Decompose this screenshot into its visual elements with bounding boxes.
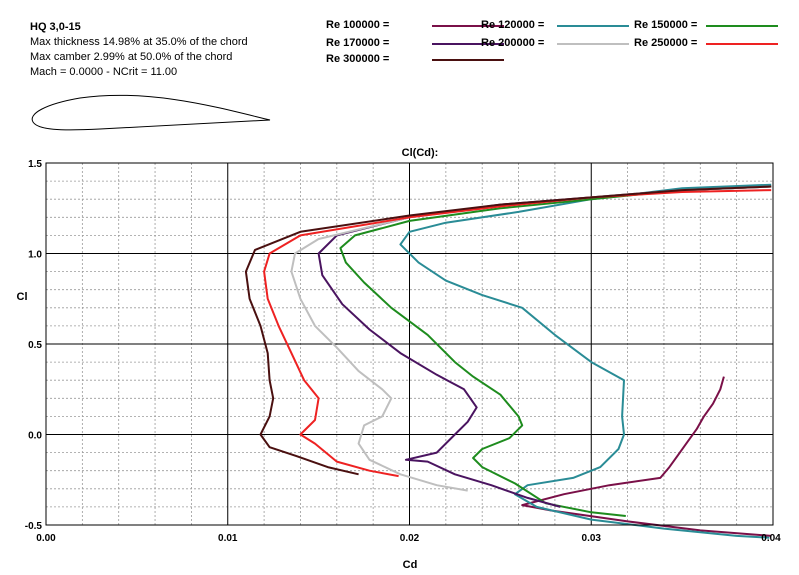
legend-swatch — [706, 43, 778, 45]
airfoil-profile — [31, 94, 271, 131]
thickness-text: Max thickness 14.98% at 35.0% of the cho… — [30, 36, 248, 48]
y-tick-label: -0.5 — [25, 521, 43, 532]
legend-label: Re 300000 = — [326, 53, 390, 65]
series-line-re-200000 — [290, 185, 772, 492]
y-tick-labels: -0.5 0.0 0.5 1.0 1.5 — [25, 159, 43, 532]
legend-swatch — [432, 25, 504, 27]
series-line-re-120000 — [399, 183, 772, 539]
legend-swatch — [432, 43, 504, 45]
legend-label: Re 120000 = — [481, 19, 545, 31]
legend-item-re150000: Re 150000 = — [634, 19, 778, 31]
camber-text: Max camber 2.99% at 50.0% of the chord — [30, 51, 233, 63]
legend-label: Re 200000 = — [481, 37, 545, 49]
legend: Re 100000 = Re 120000 = Re 150000 = Re 1… — [0, 0, 799, 80]
x-tick-label: 0.04 — [761, 533, 781, 544]
plot-frame — [45, 162, 774, 526]
legend-swatch — [557, 43, 629, 45]
legend-item-re100000: Re 100000 = — [326, 19, 504, 31]
legend-item-re300000: Re 300000 = — [326, 53, 504, 65]
y-tick-label: 0.0 — [28, 431, 42, 442]
series-group — [244, 183, 772, 539]
x-tick-labels: 0.00 0.01 0.02 0.03 0.04 — [36, 533, 781, 544]
series-line-re-170000 — [317, 185, 772, 508]
legend-item-re200000: Re 200000 = — [481, 37, 629, 49]
legend-label: Re 250000 = — [634, 37, 698, 49]
major-grid — [46, 163, 773, 525]
series-line-re-100000 — [521, 376, 772, 537]
y-tick-label: 1.5 — [28, 159, 42, 170]
legend-swatch — [706, 25, 778, 27]
series-line-re-150000 — [339, 185, 772, 517]
legend-label: Re 150000 = — [634, 19, 698, 31]
legend-label: Re 100000 = — [326, 19, 390, 31]
y-tick-label: 0.5 — [28, 340, 42, 351]
airfoil-info: HQ 3,0-15 Max thickness 14.98% at 35.0% … — [30, 20, 248, 80]
conditions-text: Mach = 0.0000 - NCrit = 11.00 — [30, 66, 178, 78]
legend-swatch — [557, 25, 629, 27]
legend-item-re170000: Re 170000 = — [326, 37, 504, 49]
legend-label: Re 170000 = — [326, 37, 390, 49]
airfoil-name: HQ 3,0-15 — [30, 21, 81, 33]
x-tick-label: 0.03 — [582, 533, 602, 544]
y-axis-label: Cl — [17, 291, 28, 303]
legend-item-re250000: Re 250000 = — [634, 37, 778, 49]
series-line-re-300000 — [244, 185, 772, 476]
x-tick-label: 0.01 — [218, 533, 238, 544]
chart-title: Cl(Cd): — [402, 147, 439, 159]
x-axis-label: Cd — [403, 559, 418, 571]
y-tick-label: 1.0 — [28, 250, 42, 261]
x-tick-label: 0.02 — [400, 533, 420, 544]
series-line-re-250000 — [263, 189, 772, 478]
legend-swatch — [432, 59, 504, 61]
legend-item-re120000: Re 120000 = — [481, 19, 629, 31]
x-tick-label: 0.00 — [36, 533, 56, 544]
